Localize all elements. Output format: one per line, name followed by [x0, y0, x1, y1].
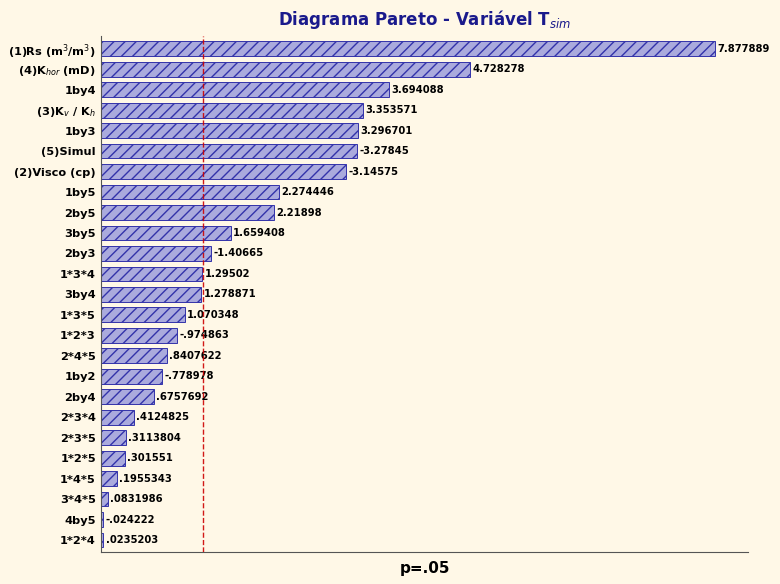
Bar [101, 62, 470, 77]
Bar [101, 287, 201, 302]
Bar [101, 266, 202, 281]
Text: .1955343: .1955343 [119, 474, 172, 484]
Bar [101, 144, 356, 158]
Text: .0235203: .0235203 [105, 535, 158, 545]
Text: 2.274446: 2.274446 [281, 187, 334, 197]
Bar [101, 471, 117, 486]
Text: .0831986: .0831986 [110, 494, 163, 504]
Title: Diagrama Pareto - Variável T$_{sim}$: Diagrama Pareto - Variável T$_{sim}$ [278, 8, 571, 32]
Bar [101, 164, 346, 179]
Bar [101, 492, 108, 506]
Bar [101, 225, 231, 241]
Text: 3.353571: 3.353571 [365, 105, 417, 115]
Text: .301551: .301551 [127, 453, 173, 463]
Text: -3.27845: -3.27845 [359, 146, 409, 156]
Text: -.974863: -.974863 [179, 331, 229, 340]
Text: 2.21898: 2.21898 [277, 207, 322, 217]
Bar [101, 410, 133, 425]
X-axis label: p=.05: p=.05 [399, 561, 450, 576]
Bar [101, 205, 275, 220]
Text: 1.659408: 1.659408 [233, 228, 286, 238]
Text: 7.877889: 7.877889 [718, 44, 770, 54]
Text: 3.694088: 3.694088 [392, 85, 444, 95]
Bar [101, 390, 154, 404]
Text: .4124825: .4124825 [136, 412, 189, 422]
Text: 4.728278: 4.728278 [472, 64, 524, 74]
Text: -3.14575: -3.14575 [349, 166, 399, 176]
Text: -.024222: -.024222 [105, 515, 155, 524]
Bar [101, 533, 103, 547]
Text: .3113804: .3113804 [128, 433, 181, 443]
Text: -.778978: -.778978 [165, 371, 214, 381]
Text: 1.29502: 1.29502 [204, 269, 250, 279]
Bar [101, 512, 103, 527]
Bar [101, 349, 167, 363]
Bar [101, 308, 185, 322]
Text: 3.296701: 3.296701 [360, 126, 413, 135]
Text: .8407622: .8407622 [169, 351, 222, 361]
Text: 1.070348: 1.070348 [187, 310, 239, 320]
Bar [101, 369, 162, 384]
Bar [101, 103, 363, 117]
Bar [101, 430, 126, 445]
Text: 1.278871: 1.278871 [204, 290, 256, 300]
Bar [101, 185, 278, 199]
Text: .6757692: .6757692 [157, 392, 209, 402]
Bar [101, 246, 211, 261]
Bar [101, 328, 177, 343]
Bar [101, 41, 715, 56]
Bar [101, 82, 389, 97]
Bar [101, 123, 358, 138]
Text: -1.40665: -1.40665 [213, 248, 264, 259]
Bar [101, 451, 125, 465]
